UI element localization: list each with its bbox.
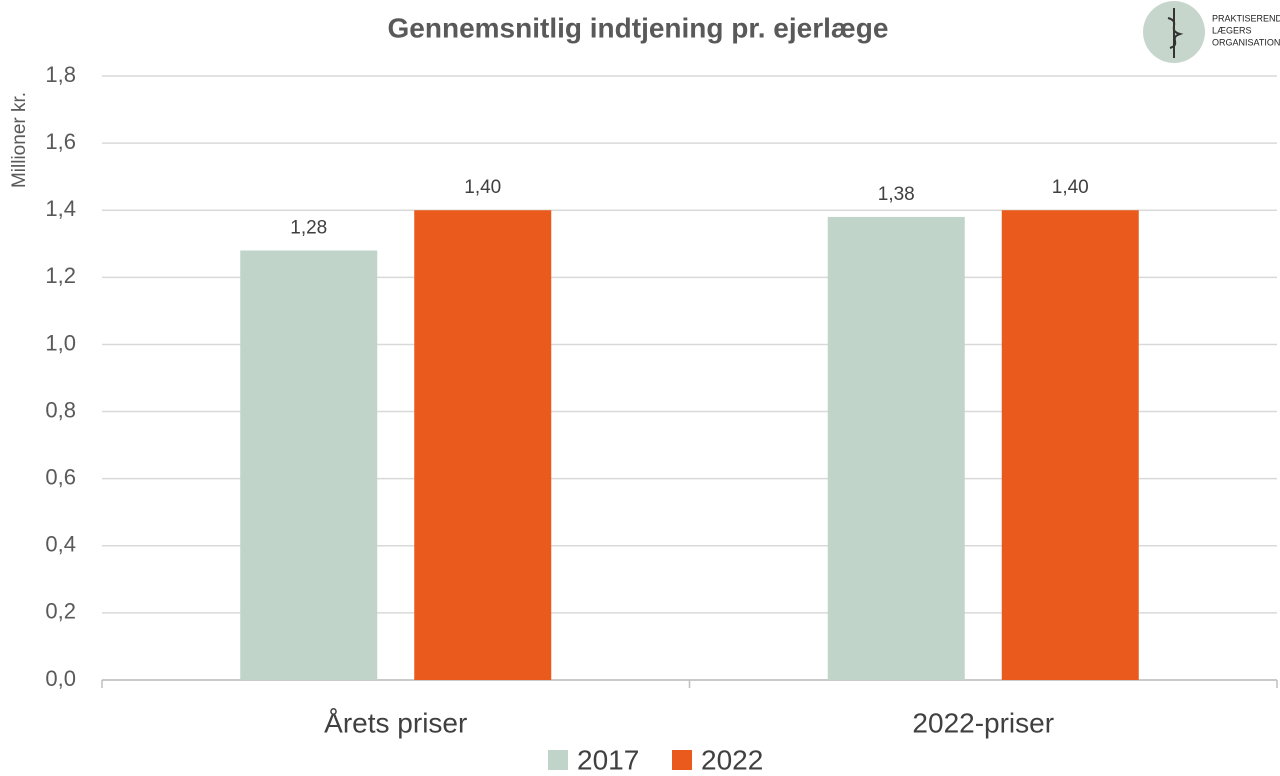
y-tick-label: 1,0 [45, 330, 76, 355]
bar [240, 250, 378, 680]
chart-title: Gennemsnitlig indtjening pr. ejerlæge [388, 12, 889, 43]
legend-label: 2017 [577, 744, 639, 775]
y-axis-label: Millioner kr. [9, 92, 30, 188]
legend-swatch [672, 750, 692, 770]
bar [1001, 210, 1139, 680]
y-tick-label: 0,0 [45, 666, 76, 691]
y-tick-label: 0,4 [45, 532, 76, 557]
y-tick-label: 1,6 [45, 129, 76, 154]
bar [827, 216, 965, 680]
bar [414, 210, 552, 680]
value-label: 1,40 [1052, 177, 1089, 198]
value-label: 1,40 [464, 177, 501, 198]
x-tick-label: 2022-priser [912, 707, 1054, 738]
legend-label: 2022 [701, 744, 763, 775]
y-tick-label: 0,8 [45, 397, 76, 422]
x-tick-label: Årets priser [324, 707, 467, 738]
y-tick-label: 1,2 [45, 263, 76, 288]
logo-text: PRAKTISERENDE [1212, 13, 1280, 23]
logo-icon [1167, 8, 1184, 58]
y-tick-label: 1,4 [45, 196, 76, 221]
logo-text: ORGANISATION [1212, 37, 1280, 47]
y-tick-label: 0,2 [45, 599, 76, 624]
value-label: 1,28 [290, 218, 327, 239]
value-label: 1,38 [878, 184, 915, 205]
y-tick-label: 0,6 [45, 464, 76, 489]
y-tick-label: 1,8 [45, 62, 76, 87]
logo-text: LÆGERS [1212, 25, 1252, 35]
legend-swatch [548, 750, 568, 770]
